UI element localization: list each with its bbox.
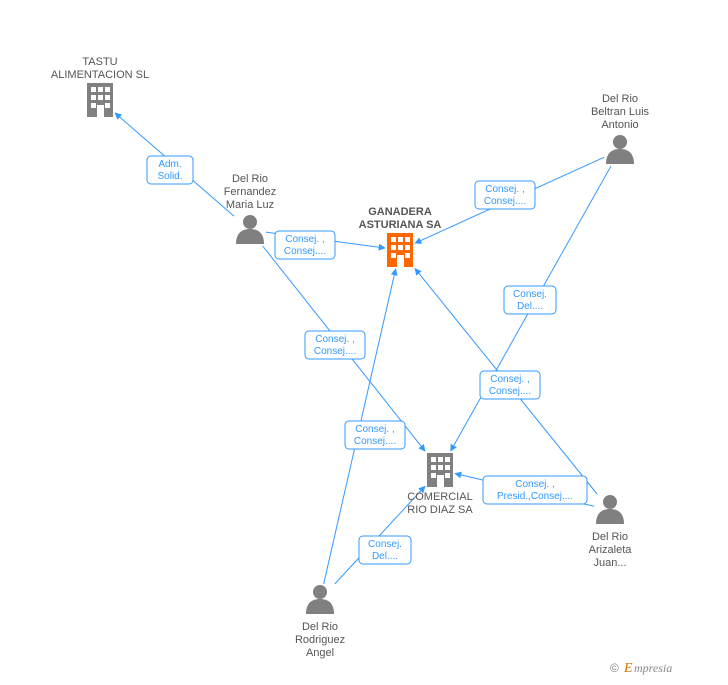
node-label: Maria Luz bbox=[226, 199, 274, 211]
node-label: Fernandez bbox=[224, 186, 277, 198]
node-tastu[interactable]: TASTUALIMENTACION SL bbox=[51, 56, 149, 117]
edge-label-juan-ganadera: Consej.Del.... bbox=[504, 286, 556, 314]
node-maria[interactable]: Del RioFernandezMaria Luz bbox=[224, 173, 277, 244]
node-juan[interactable]: Del RioArizaletaJuan... bbox=[589, 495, 633, 569]
network-diagram: Adm.Solid.Consej. ,Consej....Consej. ,Co… bbox=[0, 0, 728, 685]
edge-label-text: Consej.... bbox=[314, 346, 356, 357]
node-angel[interactable]: Del RioRodriguezAngel bbox=[295, 585, 345, 659]
node-label: Del Rio bbox=[232, 173, 268, 185]
watermark-text: mpresia bbox=[634, 661, 672, 675]
node-label: Beltran Luis bbox=[591, 106, 650, 118]
edge-label-angel-ganadera: Consej. ,Consej.... bbox=[345, 421, 405, 449]
edge-label-luis-comercial: Consej. ,Consej.... bbox=[480, 371, 540, 399]
edge-label-text: Consej. , bbox=[285, 234, 324, 245]
node-label: GANADERA bbox=[368, 206, 432, 218]
node-luis[interactable]: Del RioBeltran LuisAntonio bbox=[591, 93, 650, 164]
edge-label-text: Adm. bbox=[158, 159, 181, 170]
node-label: COMERCIAL bbox=[407, 491, 472, 503]
edge-label-maria-comercial: Consej. ,Consej.... bbox=[305, 331, 365, 359]
edge-label-text: Del.... bbox=[517, 301, 543, 312]
node-label: ALIMENTACION SL bbox=[51, 69, 149, 81]
person-icon bbox=[606, 135, 634, 164]
edge-label-text: Presid.,Consej.... bbox=[497, 491, 573, 502]
node-label: Del Rio bbox=[602, 93, 638, 105]
edge-label-text: Consej. bbox=[513, 289, 547, 300]
node-label: Del Rio bbox=[592, 531, 628, 543]
company-icon bbox=[87, 83, 113, 117]
node-label: RIO DIAZ SA bbox=[407, 504, 473, 516]
node-label: Del Rio bbox=[302, 621, 338, 633]
node-label: Angel bbox=[306, 647, 334, 659]
edge-label-text: Consej. , bbox=[355, 424, 394, 435]
person-icon bbox=[596, 495, 624, 524]
edge-label-text: Consej. , bbox=[515, 479, 554, 490]
node-label: TASTU bbox=[82, 56, 117, 68]
edge-label-text: Consej. , bbox=[485, 184, 524, 195]
edge-label-text: Consej.... bbox=[354, 436, 396, 447]
edge-label-text: Consej. , bbox=[490, 374, 529, 385]
person-icon bbox=[236, 215, 264, 244]
edge-label-text: Consej.... bbox=[484, 196, 526, 207]
edge-label-text: Consej. , bbox=[315, 334, 354, 345]
edge-label-text: Consej. bbox=[368, 539, 402, 550]
edge-label-luis-ganadera: Consej. ,Consej.... bbox=[475, 181, 535, 209]
edge-label-maria-ganadera: Consej. ,Consej.... bbox=[275, 231, 335, 259]
edge-label-text: Solid. bbox=[157, 171, 182, 182]
node-label: Rodriguez bbox=[295, 634, 345, 646]
edge-label-text: Consej.... bbox=[489, 386, 531, 397]
edge-label-maria-tastu: Adm.Solid. bbox=[147, 156, 193, 184]
watermark-initial: E bbox=[623, 661, 633, 676]
copyright-symbol: © bbox=[610, 661, 619, 675]
company-icon bbox=[387, 233, 413, 267]
node-comercial[interactable]: COMERCIALRIO DIAZ SA bbox=[407, 453, 473, 516]
node-label: Antonio bbox=[601, 119, 638, 131]
company-icon bbox=[427, 453, 453, 487]
node-label: Arizaleta bbox=[589, 544, 633, 556]
edge-label-juan-comercial: Consej. ,Presid.,Consej.... bbox=[483, 476, 587, 504]
edge-label-angel-comercial: Consej.Del.... bbox=[359, 536, 411, 564]
edge-label-text: Consej.... bbox=[284, 246, 326, 257]
node-label: ASTURIANA SA bbox=[359, 219, 442, 231]
watermark: © Empresia bbox=[610, 661, 672, 676]
person-icon bbox=[306, 585, 334, 614]
node-label: Juan... bbox=[593, 557, 626, 569]
edge-label-text: Del.... bbox=[372, 551, 398, 562]
